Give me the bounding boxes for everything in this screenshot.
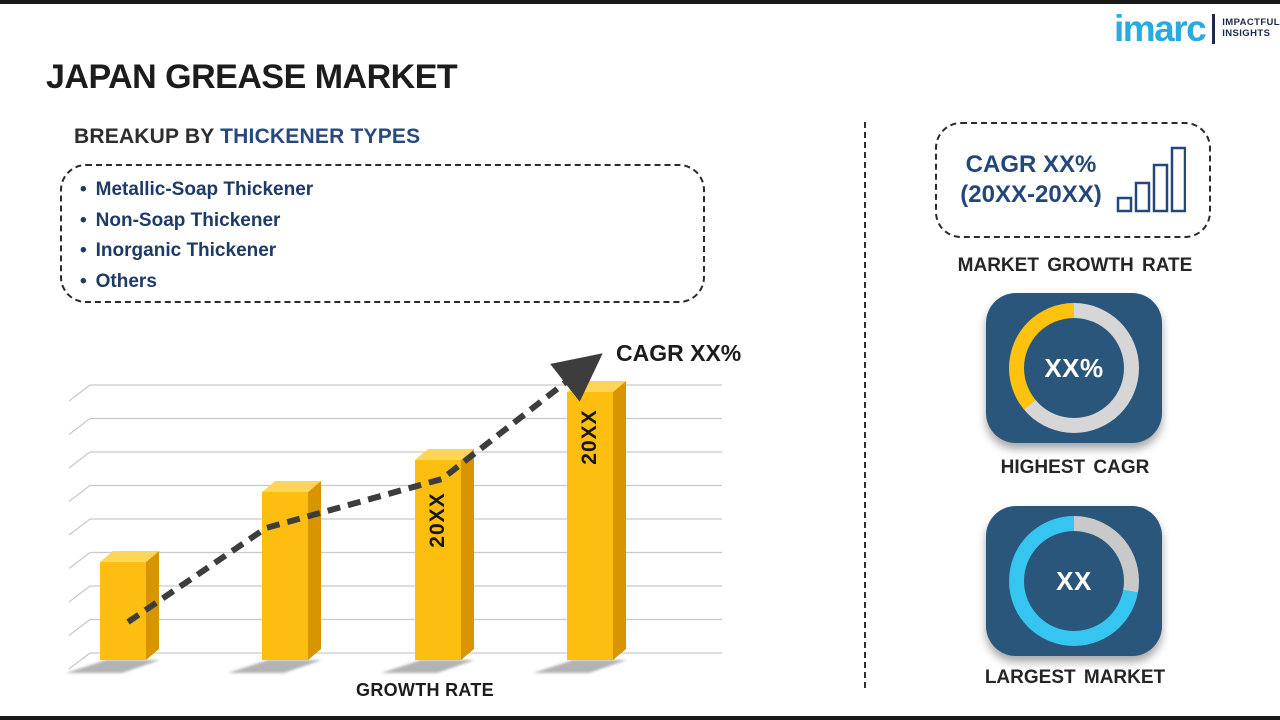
bar-year-label: 20XX: [578, 409, 601, 465]
list-item: Metallic-Soap Thickener: [80, 175, 703, 206]
x-axis-label: GROWTH RATE: [356, 680, 494, 700]
highest-cagr-donut-chart: XX%: [1009, 303, 1139, 433]
cagr-value: CAGR XX%: [965, 151, 1097, 178]
cagr-summary-text: CAGR XX% (20XX-20XX): [960, 150, 1101, 210]
largest-market-label: LARGEST MARKET: [984, 667, 1166, 688]
cagr-trend-arrow: [126, 353, 603, 625]
thickener-types-list: Metallic-Soap Thickener Non-Soap Thicken…: [62, 175, 703, 297]
cagr-summary-box: CAGR XX% (20XX-20XX): [935, 122, 1211, 238]
imarc-logo: imarc IMPACTFUL INSIGHTS: [1114, 10, 1280, 47]
bar-year-label: 20XX: [426, 492, 449, 548]
largest-market-donut-chart: XX: [1009, 516, 1139, 646]
breakup-heading-highlight: THICKENER TYPES: [220, 125, 421, 148]
top-border: [0, 0, 1280, 4]
imarc-logo-text: imarc: [1114, 8, 1207, 49]
breakup-heading: BREAKUP BY THICKENER TYPES: [74, 125, 420, 149]
page-title: JAPAN GREASE MARKET: [46, 58, 458, 96]
cagr-period: (20XX-20XX): [960, 181, 1102, 208]
largest-market-card: XX: [986, 506, 1162, 656]
section-divider: [864, 122, 866, 688]
highest-cagr-value: XX%: [1044, 352, 1104, 383]
list-item: Inorganic Thickener: [80, 236, 703, 267]
highest-cagr-label: HIGHEST CAGR: [1000, 457, 1150, 478]
list-item: Others: [80, 267, 703, 298]
chart-bars: [66, 381, 627, 673]
list-item: Non-Soap Thickener: [80, 206, 703, 237]
logo-tagline-line2: INSIGHTS: [1222, 27, 1271, 39]
thickener-types-box: Metallic-Soap Thickener Non-Soap Thicken…: [60, 164, 705, 303]
logo-tagline: IMPACTFUL INSIGHTS: [1222, 16, 1280, 40]
logo-divider: [1212, 13, 1216, 44]
bar-chart-icon: [1116, 146, 1186, 213]
breakup-heading-prefix: BREAKUP BY: [74, 125, 215, 148]
largest-market-value: XX: [1056, 565, 1092, 596]
market-growth-rate-label: MARKET GROWTH RATE: [957, 255, 1193, 276]
highest-cagr-card: XX%: [986, 293, 1162, 443]
growth-bar-chart: [66, 353, 722, 673]
logo-tagline-line1: IMPACTFUL: [1222, 16, 1280, 28]
cagr-trend-label: CAGR XX%: [616, 340, 742, 366]
bottom-border: [0, 716, 1280, 720]
